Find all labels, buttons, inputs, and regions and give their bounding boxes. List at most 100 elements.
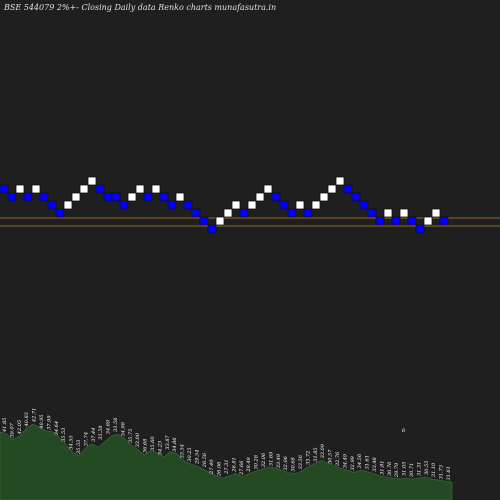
price-label: 41.85 <box>2 418 8 433</box>
volume-area <box>0 423 453 500</box>
renko-brick-up <box>311 200 321 210</box>
renko-brick-down <box>143 192 153 202</box>
price-label: 30.71 <box>409 463 415 477</box>
price-label: 33.58 <box>113 418 119 432</box>
price-label: 34.86 <box>172 437 178 452</box>
price-label: 27.40 <box>209 459 215 475</box>
price-label: 33.00 <box>135 432 141 447</box>
price-label: 27.66 <box>239 460 245 476</box>
renko-brick-down <box>279 200 289 210</box>
price-label: 29.79 <box>394 462 400 478</box>
price-label: 33.56 <box>298 454 304 469</box>
price-label: 32.76 <box>335 451 341 466</box>
price-label: 26.56 <box>202 452 208 468</box>
renko-brick-down <box>95 184 105 194</box>
renko-brick-down <box>119 200 129 210</box>
renko-brick-down <box>39 192 49 202</box>
price-label: 39.07 <box>9 422 15 437</box>
renko-brick-down <box>359 200 369 210</box>
renko-brick-up <box>175 192 185 202</box>
renko-brick-up <box>151 184 161 194</box>
renko-brick-down <box>103 192 113 202</box>
price-label: 34.64 <box>54 421 60 435</box>
price-label: 31.69 <box>268 451 274 466</box>
price-label: 31.10 <box>431 462 437 477</box>
renko-brick-up <box>87 176 97 186</box>
renko-brick-up <box>15 184 25 194</box>
renko-brick-down <box>199 216 209 226</box>
renko-brick-up <box>71 192 81 202</box>
renko-brick-down <box>271 192 281 202</box>
price-label: 27.31 <box>224 459 230 474</box>
renko-brick-down <box>343 184 353 194</box>
price-label: 35.53 <box>61 428 67 442</box>
price-label: 31.05 <box>402 462 408 476</box>
price-label: 33.48 <box>372 457 378 471</box>
price-label: 37.44 <box>91 428 97 442</box>
renko-brick-down <box>111 192 121 202</box>
price-label: 33.87 <box>165 434 171 449</box>
price-label: 35.53 <box>76 440 82 454</box>
renko-brick-down <box>391 216 401 226</box>
renko-brick-down <box>439 216 449 226</box>
price-label: 32.06 <box>283 455 289 470</box>
renko-brick-up <box>335 176 345 186</box>
renko-brick-up <box>135 184 145 194</box>
price-label: 42.71 <box>32 408 38 423</box>
price-label: 26.81 <box>231 457 237 472</box>
price-label: 31.73 <box>439 465 445 479</box>
renko-brick-up <box>223 208 233 218</box>
price-label: 33.54 <box>180 444 186 458</box>
price-label: 28.49 <box>246 456 252 472</box>
marker-label: 6 <box>402 428 406 434</box>
renko-brick-up <box>31 184 41 194</box>
renko-brick-up <box>247 200 257 210</box>
price-label: 34.69 <box>106 419 112 434</box>
price-label: 26.06 <box>217 461 223 477</box>
renko-brick-up <box>295 200 305 210</box>
renko-brick-down <box>55 208 65 218</box>
price-label: 35.60 <box>150 436 156 451</box>
renko-brick-down <box>207 224 217 234</box>
price-label: 30.76 <box>387 461 393 476</box>
renko-brick-down <box>351 192 361 202</box>
renko-brick-up <box>327 184 337 194</box>
renko-brick-up <box>231 200 241 210</box>
price-label: 35.75 <box>128 429 134 443</box>
price-label: 37.99 <box>46 415 52 430</box>
renko-brick-down <box>0 184 9 194</box>
price-label: 31.61 <box>365 455 371 469</box>
price-label: 40.95 <box>39 414 45 429</box>
renko-brick-up <box>399 208 409 218</box>
renko-brick-down <box>303 208 313 218</box>
renko-brick-down <box>183 200 193 210</box>
renko-brick-up <box>423 216 433 226</box>
price-label: 30.28 <box>254 455 260 469</box>
price-label: 31.61 <box>446 466 452 480</box>
price-label: 32.99 <box>350 455 356 470</box>
renko-brick-down <box>167 200 177 210</box>
renko-brick-up <box>79 184 89 194</box>
price-label: 36.68 <box>143 439 149 453</box>
price-label: 37.74 <box>83 432 89 446</box>
renko-brick-up <box>255 192 265 202</box>
price-label: 30.55 <box>424 461 430 475</box>
price-label: 33.49 <box>276 453 282 468</box>
price-label: 34.98 <box>120 422 126 436</box>
price-label: 32.06 <box>261 452 267 467</box>
price-label: 30.68 <box>291 457 297 471</box>
price-label: 42.05 <box>17 420 23 435</box>
price-label: 34.23 <box>157 441 163 455</box>
renko-brick-up <box>215 216 225 226</box>
renko-brick-down <box>191 208 201 218</box>
price-label: 31.85 <box>313 447 319 461</box>
renko-brick-up <box>127 192 137 202</box>
volume-area-group <box>0 423 453 500</box>
price-label: 35.58 <box>98 425 104 439</box>
renko-brick-up <box>319 192 329 202</box>
price-label: 34.55 <box>69 435 75 449</box>
price-label: 29.54 <box>194 450 200 465</box>
renko-brick-up <box>263 184 273 194</box>
price-label: 30.25 <box>187 447 193 461</box>
